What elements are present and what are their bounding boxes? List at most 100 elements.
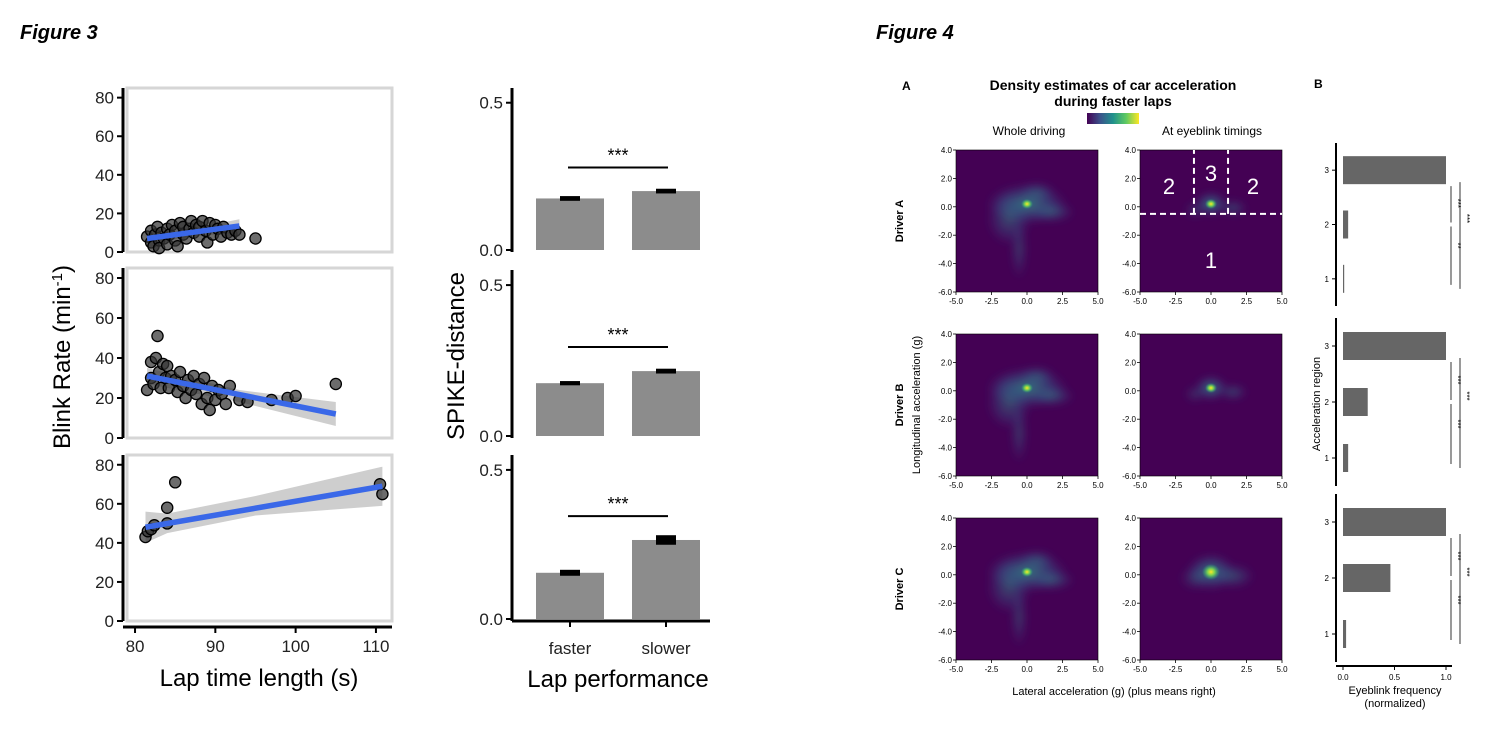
x-tick-label: 5.0 <box>1092 665 1104 674</box>
bar-panel-1: 0.0 0.5 *** <box>479 88 700 260</box>
x-tick-label: -2.5 <box>985 665 999 674</box>
row-title: Driver B <box>894 384 906 427</box>
data-point <box>329 377 343 391</box>
y-tick-label: -2.0 <box>1122 599 1136 608</box>
scatter-panel-2: 0 20 40 60 80 <box>95 266 394 448</box>
x-tick-label: 2.5 <box>1057 665 1069 674</box>
y-tick-label: 0.0 <box>1125 387 1137 396</box>
x-tick-label: -5.0 <box>949 297 963 306</box>
error-bar <box>560 196 580 201</box>
panel-label-b: B <box>1314 77 1323 91</box>
y-tick-label: 0.0 <box>1125 571 1137 580</box>
y-tick-label: 2.0 <box>941 358 953 367</box>
y-tick-label: 60 <box>95 127 114 146</box>
bar-faster <box>536 198 604 250</box>
error-bar <box>656 535 676 545</box>
y-tick-label: -2.0 <box>1122 415 1136 424</box>
x-tick-label: -2.5 <box>985 481 999 490</box>
y-tick-label: 0.0 <box>941 387 953 396</box>
x-tick-label: 0.0 <box>1337 673 1349 682</box>
y-tick-label: 3 <box>1325 518 1330 527</box>
density-title-line2: during faster laps <box>1054 93 1172 109</box>
data-point <box>171 239 184 253</box>
density-map: -6.0 -4.0 -2.0 0.0 2.0 4.0 -5.0 -2.5 0.0 2.5 5.0 <box>938 330 1104 490</box>
data-point <box>249 232 262 245</box>
y-tick-label: 0.5 <box>479 94 503 113</box>
y-tick-label: 80 <box>95 456 114 475</box>
x-tick-label: -5.0 <box>1133 481 1147 490</box>
density-blob <box>1019 181 1055 202</box>
scatter-panel-1: 0 20 40 60 80 <box>95 86 394 262</box>
density-blob <box>1219 199 1247 216</box>
x-tick-label: -5.0 <box>1133 297 1147 306</box>
y-tick-label: 0.0 <box>479 427 503 446</box>
sig-label-lower: ** <box>1453 243 1462 249</box>
data-point <box>160 501 174 514</box>
y-tick-label: -4.0 <box>938 628 952 637</box>
density-peak <box>1021 382 1033 393</box>
y-tick-label: 80 <box>95 269 114 288</box>
data-point <box>151 329 164 343</box>
bar-slower <box>632 539 700 619</box>
x-tick-label: 0.0 <box>1205 297 1217 306</box>
density-peak <box>1021 566 1033 577</box>
y-tick-label: 1 <box>1325 630 1330 639</box>
row-title: Driver A <box>894 200 906 242</box>
x-tick-label: -5.0 <box>949 481 963 490</box>
y-tick-label: 4.0 <box>1125 146 1137 155</box>
density-peak <box>1202 563 1220 580</box>
x-tick-label: 0.0 <box>1205 481 1217 490</box>
density-peak <box>1021 198 1033 209</box>
y-tick-label: 2.0 <box>941 542 953 551</box>
eyeblink-panel-2: 123********* <box>1325 318 1471 486</box>
data-point <box>219 397 233 411</box>
y-tick-label: -4.0 <box>938 260 952 269</box>
y-tick-label: 20 <box>95 389 114 408</box>
density-blob <box>1030 569 1074 590</box>
y-tick-label: 2.0 <box>1125 358 1137 367</box>
density-background <box>1140 334 1282 476</box>
bar-panel-3: 0.0 0.5 *** <box>479 455 700 629</box>
x-tick-label: 2.5 <box>1057 481 1069 490</box>
x-tick-label: 0.0 <box>1205 665 1217 674</box>
y-tick-label: 4.0 <box>1125 514 1137 523</box>
region-label-2-left: 2 <box>1163 174 1175 199</box>
significance-label: *** <box>607 325 628 345</box>
x-tick-label: 110 <box>362 637 389 656</box>
sig-label-outer: *** <box>1462 391 1471 400</box>
sig-label-upper: *** <box>1453 551 1462 560</box>
density-blob <box>1212 563 1254 588</box>
y-axis-title: Acceleration region <box>1311 357 1323 451</box>
y-tick-label: -2.0 <box>1122 231 1136 240</box>
x-tick-label: 5.0 <box>1276 665 1288 674</box>
y-axis-title: Longitudinal acceleration (g) <box>911 336 923 474</box>
y-tick-label: 80 <box>95 89 114 108</box>
eyeblink-bar-region-3 <box>1343 508 1446 536</box>
eyeblink-bar-region-2 <box>1343 564 1391 592</box>
x-tick-label: 5.0 <box>1092 481 1104 490</box>
x-tick-label: 1.0 <box>1440 673 1452 682</box>
eyeblink-panel-1: 123******** <box>1325 143 1471 306</box>
data-point <box>233 228 246 241</box>
data-point <box>173 365 187 379</box>
bar-faster <box>536 383 604 436</box>
x-tick-label: 90 <box>206 637 225 656</box>
y-tick-label: -6.0 <box>1122 472 1136 481</box>
region-label-1: 1 <box>1205 248 1217 273</box>
y-tick-label: 2 <box>1325 574 1330 583</box>
y-tick-label: 0.5 <box>479 461 503 480</box>
y-tick-label: 40 <box>95 349 114 368</box>
y-tick-label: 40 <box>95 166 114 185</box>
density-map: -6.0 -4.0 -2.0 0.0 2.0 4.0 -5.0 -2.5 0.0 2.5 5.0 <box>938 146 1104 306</box>
eyeblink-panel-3: 123********* <box>1325 494 1471 662</box>
y-tick-label: -2.0 <box>938 415 952 424</box>
data-point <box>376 487 389 501</box>
data-point <box>197 371 211 385</box>
y-tick-label: -6.0 <box>1122 288 1136 297</box>
y-tick-label: 0 <box>105 429 114 448</box>
eyeblink-bar-region-3 <box>1343 332 1446 360</box>
y-tick-label: 2.0 <box>1125 542 1137 551</box>
significance-label: *** <box>607 146 628 166</box>
